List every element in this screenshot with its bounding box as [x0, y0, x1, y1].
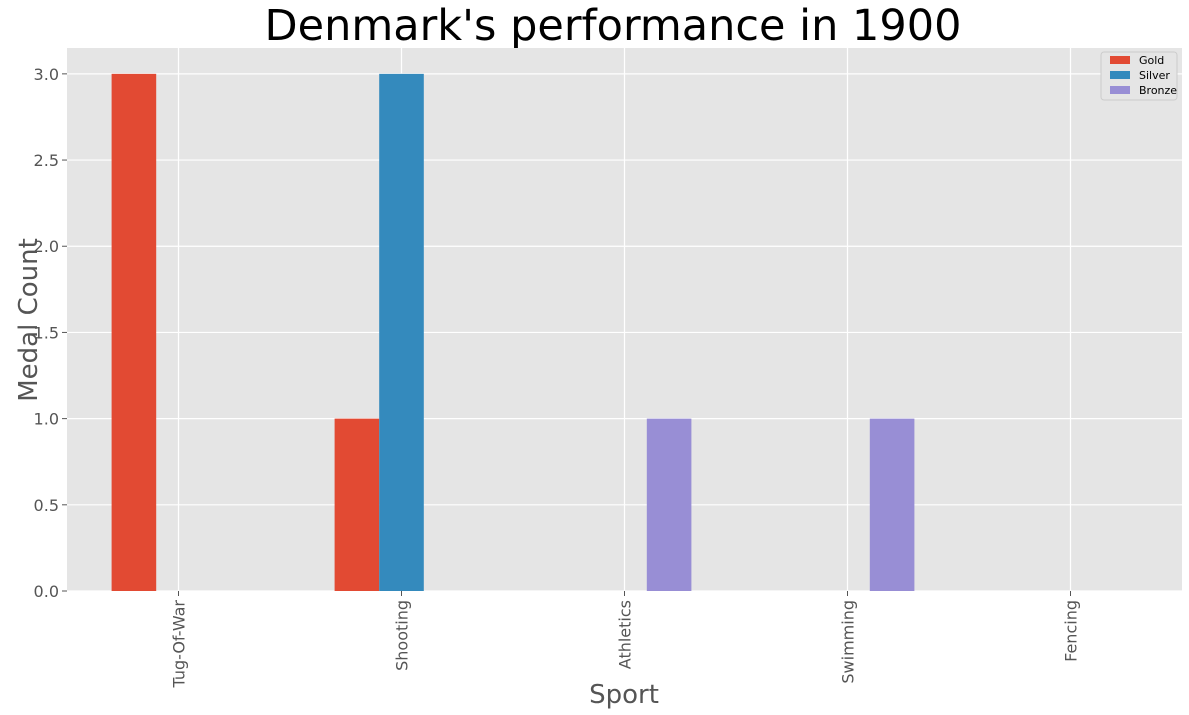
bar-gold-tug-of-war [111, 73, 157, 592]
bars [111, 73, 915, 592]
x-tick-label: Shooting [393, 600, 412, 671]
bar-silver-shooting [379, 73, 424, 592]
y-axis-label: Medal Count [14, 238, 44, 402]
chart-title: Denmark's performance in 1900 [265, 1, 962, 51]
y-tick-label: 0.0 [34, 582, 59, 601]
legend: Gold Silver Bronze [1100, 51, 1178, 101]
y-tick-label: 3.0 [34, 65, 59, 84]
y-tick-label: 2.5 [34, 151, 59, 170]
x-tick-label: Swimming [839, 600, 858, 684]
legend-swatch-silver [1110, 71, 1130, 79]
y-tick-label: 1.5 [34, 323, 59, 342]
x-tick-label: Tug-Of-War [170, 600, 189, 689]
legend-swatch-gold [1110, 56, 1130, 64]
y-axis-ticks: 0.0 0.5 1.0 1.5 2.0 2.5 3.0 [34, 65, 67, 601]
legend-swatch-bronze [1110, 86, 1130, 94]
y-tick-label: 1.0 [34, 410, 59, 429]
bar-gold-shooting [334, 418, 380, 591]
legend-label-bronze: Bronze [1139, 84, 1177, 97]
x-tick-label: Athletics [616, 600, 635, 669]
x-axis-label: Sport [589, 680, 659, 710]
x-axis-ticks: Tug-Of-War Shooting Athletics Swimming Fenci… [170, 591, 1081, 689]
y-tick-label: 0.5 [34, 496, 59, 515]
x-tick-label: Fencing [1062, 600, 1081, 662]
bar-bronze-athletics [646, 418, 692, 591]
legend-label-silver: Silver [1139, 69, 1170, 82]
legend-label-gold: Gold [1139, 54, 1164, 67]
y-tick-label: 2.0 [34, 237, 59, 256]
bar-bronze-swimming [869, 418, 915, 591]
